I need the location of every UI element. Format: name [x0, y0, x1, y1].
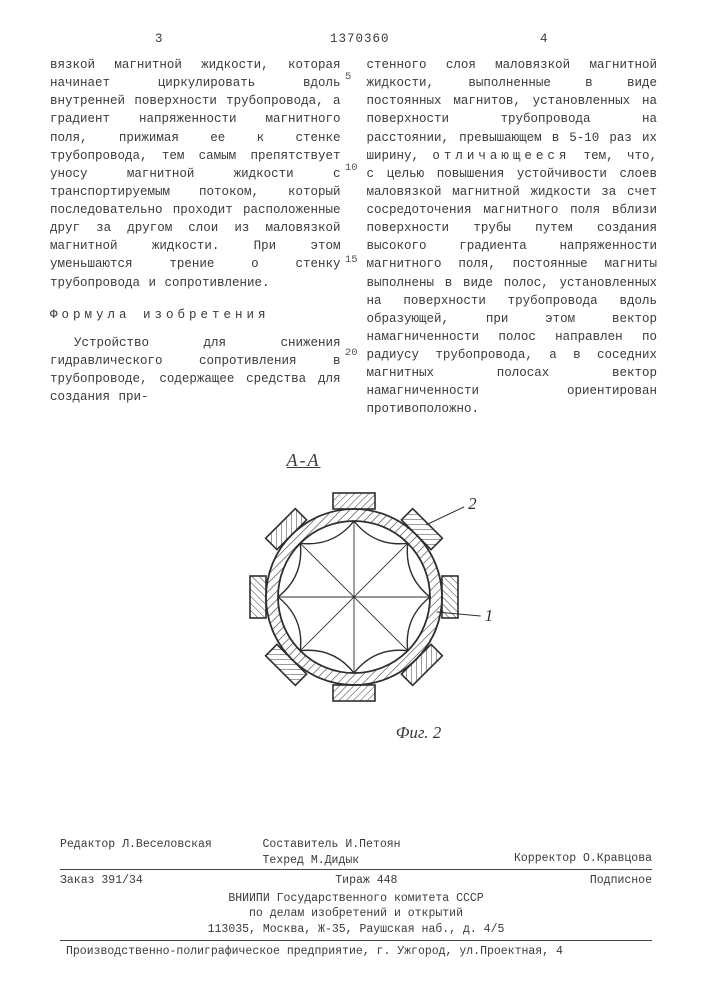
- line-number: 20: [345, 346, 358, 361]
- right-column: стенного слоя маловязкой магнитной жидко…: [367, 56, 658, 419]
- document-number: 1370360: [330, 30, 390, 48]
- formula-heading: Формула изобретения: [50, 306, 341, 324]
- compiler-tehred: Составитель И.Петоян Техред М.Дидык: [263, 837, 450, 868]
- header: 3 1370360 4: [50, 30, 657, 50]
- figure-caption: Фиг. 2: [180, 721, 657, 746]
- left-column: вязкой магнитной жидкости, которая начин…: [50, 56, 341, 419]
- corrector-credit: Корректор О.Кравцова: [449, 837, 652, 868]
- footer-credits: Редактор Л.Веселовская Составитель И.Пет…: [60, 837, 652, 870]
- page-number-right: 4: [540, 30, 548, 48]
- section-label: А-А: [287, 447, 321, 473]
- page-number-left: 3: [155, 30, 163, 48]
- svg-text:1: 1: [484, 606, 493, 625]
- imprint-footer: Редактор Л.Веселовская Составитель И.Пет…: [60, 837, 652, 960]
- line-number: 15: [345, 253, 358, 268]
- figure-diagram: 21: [204, 477, 504, 727]
- order-number: Заказ 391/34: [60, 873, 143, 889]
- podpisnoe: Подписное: [590, 873, 652, 889]
- line-number-gutter: 5 10 15 20: [345, 50, 358, 361]
- paragraph: вязкой магнитной жидкости, которая начин…: [50, 56, 341, 292]
- paragraph: Устройство для снижения гидравлического …: [50, 334, 341, 407]
- figure: А-А 21 Фиг. 2: [50, 447, 657, 746]
- svg-text:2: 2: [468, 493, 477, 512]
- footer-org: ВНИИПИ Государственного комитета СССР по…: [60, 891, 652, 942]
- tirazh: Тираж 448: [335, 873, 397, 889]
- paragraph: стенного слоя маловязкой магнитной жидко…: [367, 56, 658, 419]
- footer-order-row: Заказ 391/34 Тираж 448 Подписное: [60, 873, 652, 889]
- page: 3 1370360 4 5 10 15 20 вязкой магнитной …: [0, 0, 707, 1000]
- line-number: 10: [345, 161, 358, 176]
- line-number: 5: [345, 70, 358, 85]
- editor-credit: Редактор Л.Веселовская: [60, 837, 263, 868]
- footer-printer: Производственно-полиграфическое предприя…: [60, 944, 652, 960]
